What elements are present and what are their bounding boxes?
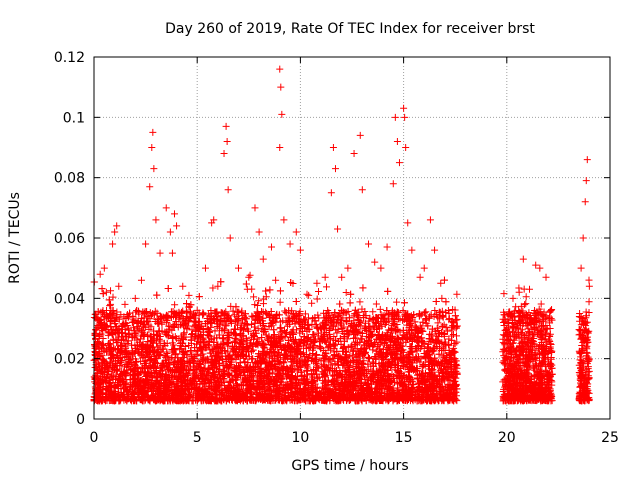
data-point	[296, 307, 304, 315]
data-point	[438, 294, 446, 302]
data-point	[181, 342, 189, 350]
data-points	[90, 65, 593, 405]
data-point	[250, 293, 258, 301]
data-point	[255, 297, 263, 305]
data-point	[308, 299, 316, 307]
data-point	[431, 306, 439, 314]
data-point	[356, 298, 364, 306]
data-point	[330, 332, 338, 340]
data-point	[312, 320, 320, 328]
data-point	[333, 329, 341, 337]
data-point	[304, 314, 312, 322]
data-point	[322, 283, 330, 291]
data-point	[276, 298, 284, 306]
data-point	[109, 293, 117, 301]
data-point	[326, 355, 334, 363]
data-point	[452, 323, 460, 331]
data-point	[332, 326, 340, 334]
data-point	[132, 330, 140, 338]
data-point	[301, 310, 309, 318]
data-point	[219, 335, 227, 343]
data-point	[303, 290, 311, 298]
data-point	[107, 287, 115, 295]
data-point	[180, 329, 188, 337]
data-point	[171, 301, 179, 309]
data-point	[393, 298, 401, 306]
data-point	[349, 346, 357, 354]
data-point	[313, 295, 321, 303]
data-point	[109, 335, 117, 343]
data-point	[453, 315, 461, 323]
data-point	[342, 289, 350, 297]
data-point	[315, 288, 323, 296]
data-point	[190, 322, 198, 330]
data-point	[376, 305, 384, 313]
data-point	[230, 338, 238, 346]
data-point	[335, 311, 343, 319]
data-point	[119, 320, 127, 328]
data-point	[416, 358, 424, 366]
data-point	[453, 290, 461, 298]
